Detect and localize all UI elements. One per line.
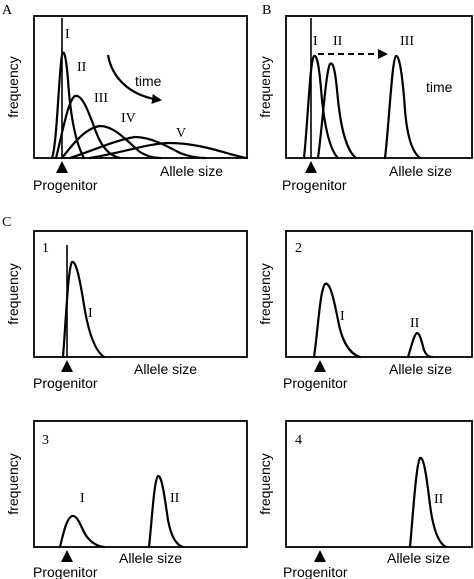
panel-c1-progenitor-arrow-icon bbox=[61, 360, 73, 372]
panel-a-curve-v bbox=[88, 141, 249, 160]
panel-c4-peak-label-ii: II bbox=[434, 492, 444, 507]
panel-a-ylabel: frequency bbox=[5, 56, 21, 117]
panel-b-curve-iii bbox=[383, 54, 422, 160]
panel-c2-ylabel: frequency bbox=[257, 263, 273, 324]
panel-c4-progenitor-arrow-icon bbox=[314, 550, 326, 562]
panel-b-xlabel: Allele size bbox=[389, 163, 452, 179]
panel-c3-curve-i bbox=[58, 514, 106, 549]
panel-c2: 2 frequency Progenitor Allele size I II bbox=[257, 230, 473, 391]
panel-c3-xlabel: Allele size bbox=[119, 550, 182, 566]
panel-c4-number: 4 bbox=[295, 433, 302, 448]
panel-c2-progenitor-arrow-icon bbox=[314, 360, 326, 372]
panel-a-progenitor-label: Progenitor bbox=[33, 177, 98, 193]
panel-a-curve-iv bbox=[68, 135, 207, 160]
panel-c1-ylabel: frequency bbox=[5, 263, 21, 324]
panel-a-progenitor-arrow-icon bbox=[56, 161, 68, 173]
panel-c2-xlabel: Allele size bbox=[389, 361, 452, 377]
panel-b-ylabel: frequency bbox=[257, 56, 273, 117]
panel-c2-frame bbox=[285, 230, 473, 358]
panel-a-peak-label-iv: IV bbox=[121, 111, 136, 126]
panel-c1-number: 1 bbox=[42, 241, 49, 256]
panel-a-time-label: time bbox=[135, 73, 162, 89]
panel-c3-progenitor-arrow-icon bbox=[61, 550, 73, 562]
panel-c1-curve-i bbox=[61, 260, 106, 359]
panel-c3-peak-label-ii: II bbox=[170, 491, 180, 506]
panel-c4-ylabel: frequency bbox=[257, 453, 273, 514]
panel-c2-peak-label-ii: II bbox=[410, 316, 420, 331]
panel-b-letter: B bbox=[262, 3, 271, 18]
panel-b-curve-ii bbox=[316, 62, 358, 160]
panel-c3-progenitor-label: Progenitor bbox=[33, 564, 98, 579]
panel-c4-progenitor-label: Progenitor bbox=[283, 564, 348, 579]
panel-c2-peak-label-i: I bbox=[340, 309, 345, 324]
panel-a-frame bbox=[33, 15, 248, 159]
panel-a-letter: A bbox=[2, 3, 13, 18]
panel-b-peak-label-iii: III bbox=[400, 34, 414, 49]
panel-b-frame bbox=[285, 15, 473, 159]
panel-a-peak-label-i: I bbox=[65, 27, 70, 42]
panel-c3: 3 frequency Progenitor Allele size I II bbox=[5, 420, 248, 579]
panel-c2-progenitor-label: Progenitor bbox=[283, 375, 348, 391]
panel-c4: 4 frequency Progenitor Allele size II bbox=[257, 420, 473, 579]
panel-a-peak-label-v: V bbox=[176, 126, 186, 141]
panel-a: A frequency Progenitor Allele size I II … bbox=[2, 3, 249, 193]
panel-c4-xlabel: Allele size bbox=[387, 550, 450, 566]
panel-b-curve-i bbox=[302, 54, 340, 160]
panel-b-progenitor-arrow-icon bbox=[305, 161, 317, 173]
panel-a-curve-ii bbox=[54, 94, 122, 160]
panel-b-peak-label-i: I bbox=[313, 34, 318, 49]
panel-c1-progenitor-label: Progenitor bbox=[33, 375, 98, 391]
panel-c3-ylabel: frequency bbox=[5, 453, 21, 514]
panel-a-peak-label-iii: III bbox=[94, 91, 108, 106]
panel-a-time-arrow-icon bbox=[106, 54, 162, 104]
panel-c2-curve-ii bbox=[406, 331, 434, 359]
panel-c3-peak-label-i: I bbox=[80, 491, 85, 506]
panel-c1-frame bbox=[33, 230, 248, 358]
panel-c1: 1 frequency Progenitor Allele size I bbox=[5, 230, 248, 391]
panel-c1-xlabel: Allele size bbox=[134, 361, 197, 377]
panel-b-progenitor-label: Progenitor bbox=[282, 177, 347, 193]
panel-a-xlabel: Allele size bbox=[160, 163, 223, 179]
panel-a-curve-i bbox=[50, 51, 86, 160]
panel-c4-curve-ii bbox=[408, 456, 448, 549]
panel-c3-frame bbox=[33, 420, 248, 548]
panel-c3-number: 3 bbox=[42, 433, 49, 448]
panel-a-peak-label-ii: II bbox=[77, 60, 87, 75]
panel-c2-number: 2 bbox=[295, 241, 302, 256]
panel-b: B frequency Progenitor Allele size I II … bbox=[257, 3, 473, 193]
panel-b-peak-label-ii: II bbox=[333, 34, 343, 49]
panel-c1-peak-label-i: I bbox=[88, 306, 93, 321]
panel-c4-frame bbox=[285, 420, 473, 548]
panel-c3-curve-ii bbox=[147, 474, 185, 549]
panel-c2-curve-i bbox=[312, 282, 362, 359]
panel-a-curve-iii bbox=[60, 124, 162, 160]
panel-b-time-label: time bbox=[426, 79, 453, 95]
panel-c-letter: C bbox=[2, 215, 11, 230]
